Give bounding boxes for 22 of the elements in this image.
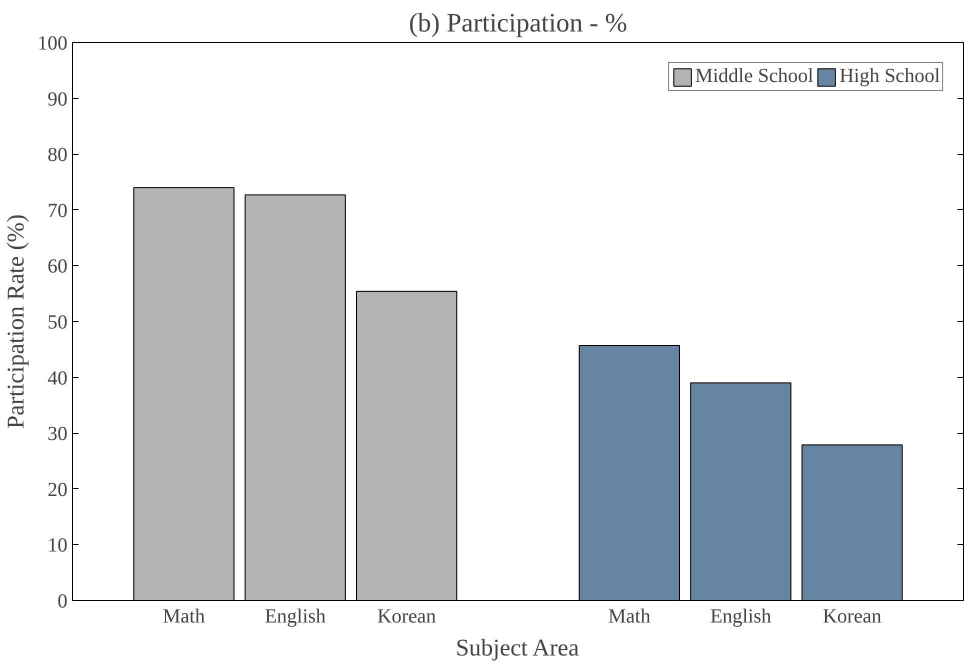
x-axis-title: Subject Area	[456, 636, 580, 662]
legend-label: Middle School	[695, 65, 814, 88]
y-axis-title: Participation Rate (%)	[4, 214, 30, 429]
x-tick-label: Math	[608, 606, 650, 628]
y-tick-label: 50	[48, 312, 68, 334]
y-tick-label: 70	[48, 200, 68, 222]
y-tick-label: 100	[38, 32, 68, 54]
y-tick-label: 60	[48, 256, 68, 278]
x-tick-label: Korean	[377, 606, 436, 628]
y-tick-label: 10	[48, 534, 68, 557]
chart-title: (b) Participation - %	[408, 8, 628, 38]
legend-label: High School	[839, 65, 940, 88]
y-tick-label: 80	[48, 144, 68, 166]
x-tick-label: Korean	[822, 606, 882, 628]
x-tick-label: Math	[162, 606, 205, 628]
y-tick-label: 40	[48, 367, 68, 390]
x-tick-label: English	[710, 606, 772, 628]
y-tick-label: 20	[48, 478, 68, 501]
x-tick-label: English	[264, 606, 326, 628]
y-tick-label: 30	[48, 423, 68, 446]
y-tick-label: 0	[58, 590, 68, 612]
y-tick-label: 90	[48, 88, 68, 110]
